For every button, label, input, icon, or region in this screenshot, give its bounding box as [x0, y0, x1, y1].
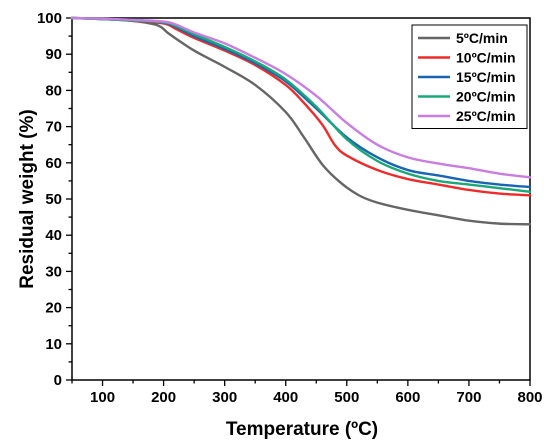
x-tick-label: 700 — [456, 389, 481, 406]
y-tick-label: 80 — [45, 82, 62, 99]
y-tick-label: 30 — [45, 263, 62, 280]
x-tick-label: 200 — [151, 389, 176, 406]
series-line — [70, 16, 532, 179]
y-tick-label: 40 — [45, 227, 62, 244]
y-tick-label: 50 — [45, 191, 62, 208]
y-tick-label: 90 — [45, 46, 62, 63]
legend-label: 5ºC/min — [456, 30, 508, 46]
legend: 5ºC/min 10ºC/min 15ºC/min 20ºC/min 25ºC/min — [411, 24, 528, 129]
x-tick-label: 100 — [90, 389, 115, 406]
y-tick-label: 100 — [37, 10, 62, 27]
x-tick-label: 400 — [273, 389, 298, 406]
axes: 100 200 300 400 500 600 700 800 0 10 20 30 40 50 60 70 8… — [37, 10, 543, 406]
y-tick-label: 20 — [45, 300, 62, 317]
x-tick-label: 800 — [517, 389, 542, 406]
x-axis-title: Temperature (ºC) — [226, 419, 378, 440]
legend-label: 20ºC/min — [456, 89, 516, 105]
legend-label: 15ºC/min — [456, 69, 516, 85]
y-tick-label: 60 — [45, 155, 62, 172]
x-tick-label: 600 — [395, 389, 420, 406]
legend-label: 10ºC/min — [456, 50, 516, 66]
series-group — [70, 16, 532, 226]
y-axis-title: Residual weight (%) — [17, 109, 38, 288]
y-tick-label: 70 — [45, 119, 62, 136]
series-line — [70, 16, 532, 226]
y-tick-label: 10 — [45, 336, 62, 353]
y-tick-label: 0 — [54, 372, 62, 389]
x-tick-label: 300 — [212, 389, 237, 406]
x-tick-label: 500 — [334, 389, 359, 406]
legend-label: 25ºC/min — [456, 108, 516, 124]
